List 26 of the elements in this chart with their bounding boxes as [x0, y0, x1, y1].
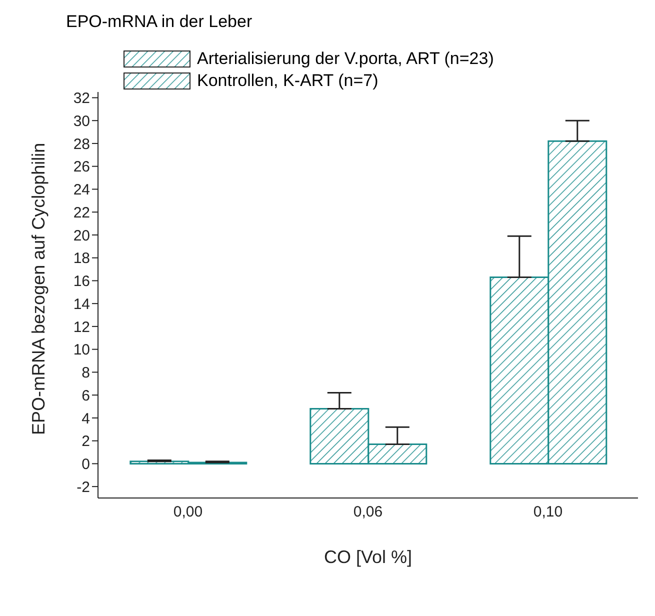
y-tick-label: 10: [73, 342, 90, 359]
y-tick-label: 32: [73, 90, 90, 108]
x-axis-title: CO [Vol %]: [324, 547, 412, 567]
y-tick-label: 20: [73, 227, 90, 244]
chart-title: EPO-mRNA in der Leber: [66, 12, 252, 32]
y-tick-label: 12: [73, 318, 90, 336]
y-tick-label: 24: [73, 182, 90, 199]
legend-label: Kontrollen, K-ART (n=7): [197, 71, 378, 91]
y-tick-label: 22: [73, 204, 90, 222]
y-tick-label: 0: [82, 456, 90, 474]
y-tick-label: 30: [73, 112, 90, 130]
y-tick-label: 14: [73, 296, 90, 313]
y-tick-label: 18: [73, 250, 90, 268]
y-tick-label: 2: [82, 433, 90, 450]
y-tick-label: 6: [82, 387, 90, 404]
legend-label: Arterialisierung der V.porta, ART (n=23): [197, 49, 494, 69]
x-tick-label: 0,00: [173, 504, 203, 521]
y-tick-label: 8: [82, 364, 90, 382]
x-tick-label: 0,06: [353, 504, 383, 521]
y-tick-label: 28: [73, 136, 90, 153]
y-tick-label: 16: [73, 273, 90, 290]
y-tick-label: 26: [73, 158, 90, 176]
y-axis-title: EPO-mRNA bezogen auf Cyclophilin: [28, 142, 48, 435]
x-tick-label: 0,10: [533, 504, 563, 521]
y-tick-label: -2: [76, 478, 90, 496]
y-tick-label: 4: [82, 410, 90, 428]
